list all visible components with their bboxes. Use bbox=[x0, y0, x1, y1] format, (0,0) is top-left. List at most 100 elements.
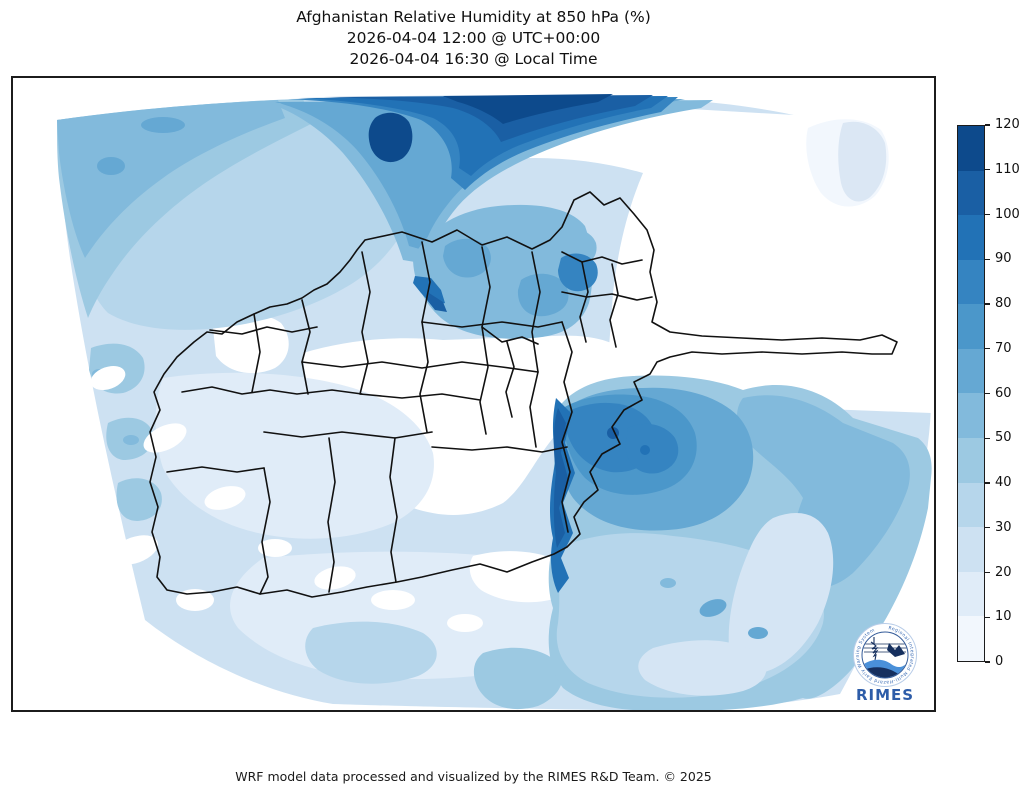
province-line bbox=[301, 299, 311, 395]
colorbar-tick-label: 50 bbox=[995, 430, 1012, 446]
colorbar-tick-mark bbox=[985, 571, 990, 574]
afghanistan-outer-border bbox=[149, 191, 898, 598]
contour-patch-south bbox=[473, 647, 563, 710]
province-line bbox=[561, 251, 643, 265]
colorbar-tick-label: 60 bbox=[995, 385, 1012, 401]
contour-se-dot bbox=[699, 599, 727, 617]
contour-blob-north-110 bbox=[368, 112, 413, 163]
province-line bbox=[421, 321, 563, 328]
contour-hole-white bbox=[447, 614, 483, 632]
province-line bbox=[181, 386, 363, 395]
colorbar-tick-mark bbox=[985, 482, 990, 484]
colorbar-segment bbox=[958, 259, 984, 305]
contour-se-dot bbox=[748, 627, 768, 639]
logo-wordmark: RIMES bbox=[856, 686, 914, 704]
contour-se-dot bbox=[660, 578, 676, 588]
contour-spot-west bbox=[123, 435, 139, 445]
contour-low-white-blob bbox=[213, 314, 289, 374]
colorbar-tick-label: 80 bbox=[995, 296, 1012, 311]
contour-se-pale-blob bbox=[638, 640, 767, 696]
colorbar-tick-label: 30 bbox=[995, 519, 1012, 535]
contour-patch-west bbox=[116, 478, 162, 521]
colorbar-segment bbox=[958, 348, 984, 394]
figure-title-line2: 2026-04-04 12:00 @ UTC+00:00 bbox=[346, 29, 601, 47]
province-line bbox=[529, 251, 541, 448]
colorbar-segment bbox=[958, 215, 984, 260]
colorbar: 0 10 20 30 40 50 60 70 80 90 100 110 120 bbox=[957, 117, 1027, 669]
province-line bbox=[263, 431, 433, 439]
contour-patch-south bbox=[305, 621, 437, 684]
contour-fills bbox=[57, 94, 932, 710]
colorbar-segments bbox=[957, 125, 985, 662]
rimes-logo-graphic: Regional Integrated Multi-Hazard Early W… bbox=[853, 623, 917, 704]
province-line bbox=[431, 446, 568, 453]
contour-hole-white bbox=[68, 479, 98, 501]
figure-title-line3: 2026-04-04 16:30 @ Local Time bbox=[349, 50, 598, 68]
contour-region-nc-arc bbox=[558, 253, 598, 292]
contour-hole-white bbox=[204, 486, 246, 510]
colorbar-tick-label: 20 bbox=[995, 564, 1012, 580]
province-line bbox=[479, 246, 491, 435]
colorbar-tick-mark bbox=[985, 169, 990, 171]
province-line bbox=[359, 251, 371, 395]
logo-mountain-bird bbox=[887, 643, 905, 657]
contour-spot-nw bbox=[97, 157, 125, 175]
contour-band-nw-50 bbox=[57, 100, 285, 258]
colorbar-tick-mark bbox=[985, 527, 990, 529]
province-boundaries bbox=[149, 191, 898, 598]
colorbar-segment bbox=[958, 393, 984, 439]
contour-hole-white bbox=[469, 551, 571, 603]
contour-se-upper-50 bbox=[737, 395, 910, 588]
contour-tongue-darker bbox=[427, 293, 447, 312]
colorbar-segment bbox=[958, 616, 984, 661]
contour-se-dot bbox=[640, 445, 650, 455]
colorbar-segment bbox=[958, 527, 984, 572]
figure-title-line1: Afghanistan Relative Humidity at 850 hPa… bbox=[296, 8, 651, 26]
province-line bbox=[561, 321, 573, 533]
colorbar-tick-mark bbox=[985, 437, 990, 439]
contour-hole-white bbox=[371, 590, 415, 610]
colorbar-tick-label: 10 bbox=[995, 609, 1012, 625]
logo-seismograph-squiggle bbox=[870, 637, 879, 661]
contour-strip-north-110 bbox=[443, 94, 613, 124]
colorbar-segment bbox=[958, 170, 984, 216]
province-line bbox=[259, 467, 271, 595]
province-line bbox=[561, 291, 653, 301]
colorbar-tick-label: 70 bbox=[995, 340, 1012, 356]
colorbar-tick-mark bbox=[985, 258, 990, 260]
contour-hole-white bbox=[143, 423, 187, 453]
contour-hole-white bbox=[112, 535, 158, 565]
map-plot-frame bbox=[11, 76, 936, 712]
colorbar-tick-mark bbox=[985, 303, 990, 305]
province-line bbox=[609, 263, 619, 348]
province-line bbox=[301, 361, 539, 373]
province-line bbox=[359, 393, 481, 401]
colorbar-segment bbox=[958, 571, 984, 617]
province-line bbox=[251, 313, 261, 393]
contour-spot-nw bbox=[141, 117, 185, 133]
contour-patch-ne-pale2 bbox=[838, 121, 887, 202]
colorbar-tick-mark bbox=[985, 616, 990, 618]
colorbar-tick-label: 110 bbox=[995, 161, 1020, 177]
contour-low-white-band bbox=[390, 108, 932, 413]
province-line bbox=[209, 326, 318, 335]
colorbar-tick-label: 40 bbox=[995, 475, 1012, 490]
humidity-contour-map bbox=[57, 94, 932, 710]
province-line bbox=[419, 241, 431, 433]
province-line bbox=[166, 466, 265, 473]
contour-se-dark-80b bbox=[625, 423, 679, 474]
colorbar-tick-mark bbox=[985, 392, 990, 395]
contour-region-nc-spot bbox=[443, 238, 491, 278]
colorbar-tick-mark bbox=[985, 348, 990, 350]
colorbar-tick-mark bbox=[985, 661, 990, 663]
province-line bbox=[505, 341, 515, 418]
contour-se-border-strip-dark bbox=[553, 408, 568, 548]
colorbar-tick-label: 100 bbox=[995, 206, 1020, 222]
colorbar-segment bbox=[958, 126, 984, 171]
colorbar-tick-label: 120 bbox=[995, 117, 1020, 132]
province-line bbox=[481, 326, 539, 345]
colorbar-segment bbox=[958, 438, 984, 483]
colorbar-tick-mark bbox=[985, 124, 990, 126]
contour-hole-white bbox=[258, 539, 292, 557]
